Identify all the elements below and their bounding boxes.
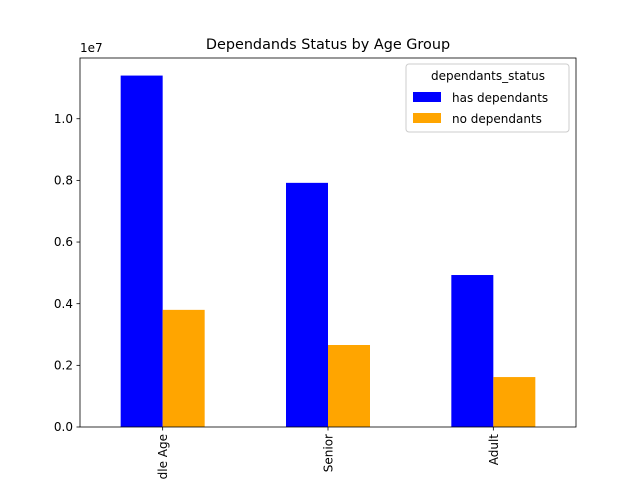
bar-no-dependants-2 (493, 377, 536, 427)
chart-title: Dependands Status by Age Group (206, 37, 450, 53)
y-offset-label: 1e7 (80, 41, 103, 55)
bar-has-dependants-2 (451, 275, 494, 427)
y-tick-label-4: 0.8 (54, 174, 73, 188)
y-axis: 0.0 0.2 0.4 0.6 0.8 1.0 (54, 112, 80, 434)
bar-no-dependants-1 (328, 345, 370, 427)
legend-title: dependants_status (431, 69, 545, 83)
x-axis: Middle Age Senior Adult (156, 427, 501, 480)
x-tick-label-2: Adult (487, 434, 501, 466)
legend-label-has-dependants: has dependants (452, 91, 548, 105)
y-tick-label-2: 0.4 (54, 297, 73, 311)
x-tick-label-1: Senior (322, 434, 336, 472)
legend-box (405, 63, 570, 133)
legend-swatch-has-dependants (413, 92, 441, 102)
y-tick-label-0: 0.0 (54, 420, 73, 434)
bar-no-dependants-0 (162, 309, 205, 427)
legend-swatch-no-dependants (413, 113, 441, 123)
y-tick-label-1: 0.2 (54, 359, 73, 373)
bars-group (120, 75, 536, 427)
x-tick-label-0: Middle Age (156, 434, 170, 480)
y-tick-label-3: 0.6 (54, 235, 73, 249)
bar-has-dependants-1 (286, 182, 328, 427)
bar-has-dependants-0 (120, 75, 163, 427)
plot-frame (79, 57, 577, 428)
y-tick-label-5: 1.0 (54, 112, 73, 126)
legend-label-no-dependants: no dependants (452, 112, 542, 126)
legend: dependants_status has dependants no depe… (405, 63, 570, 133)
